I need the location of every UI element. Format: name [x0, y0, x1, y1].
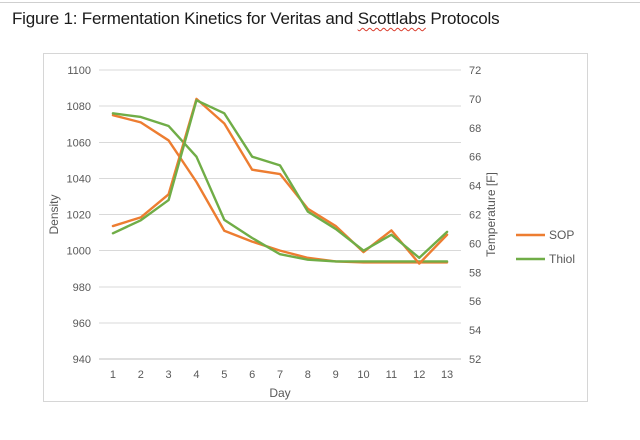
right-axis-tick-label: 52: [469, 354, 481, 366]
right-axis-tick-label: 68: [469, 123, 481, 135]
x-axis-tick-label: 7: [277, 369, 283, 381]
legend-item-thiol[interactable]: Thiol: [516, 252, 575, 266]
x-axis-tick-label: 1: [110, 369, 116, 381]
x-axis-tick-label: 5: [221, 369, 227, 381]
right-axis-tick-label: 70: [469, 94, 481, 106]
left-axis-tick-label: 980: [73, 282, 91, 294]
right-axis-tick-label: 54: [469, 325, 481, 337]
x-axis-tick-label: 8: [305, 369, 311, 381]
left-axis-title: Density: [47, 194, 61, 234]
x-axis-tick-label: 9: [333, 369, 339, 381]
x-axis-tick-label: 3: [166, 369, 172, 381]
chart-object[interactable]: 940 960 980 1000 1020 1040 1060 1080 1100 52 54 56 5…: [43, 53, 588, 402]
left-axis-tick-label: 1060: [67, 137, 91, 149]
window-top-border: [0, 2, 640, 3]
left-axis-tick-label: 1100: [67, 65, 91, 77]
series-thiol-temperature-line: [111, 99, 449, 260]
x-axis-tick-label: 12: [413, 369, 425, 381]
x-axis-tick-label: 6: [249, 369, 255, 381]
x-axis-tick-label: 2: [138, 369, 144, 381]
title-segment-suffix: Protocols: [425, 9, 500, 28]
x-axis-tick-label: 13: [441, 369, 453, 381]
right-axis-tick-label: 64: [469, 181, 481, 193]
right-axis-tick-label: 72: [469, 65, 481, 77]
x-axis-tick-label: 10: [357, 369, 369, 381]
legend-label-sop: SOP: [549, 228, 574, 242]
left-axis-tick-label: 1080: [67, 101, 91, 113]
right-axis-tick-label: 62: [469, 210, 481, 222]
misspelled-word: Scottlabs: [357, 9, 426, 28]
legend-item-sop[interactable]: SOP: [516, 228, 574, 242]
x-axis-title: Day: [269, 386, 290, 400]
series-sop-temperature-line: [111, 97, 449, 265]
series-thiol-density-line: [111, 112, 449, 263]
right-axis-title: Temperature [F]: [484, 172, 498, 257]
left-axis-tick-label: 960: [73, 318, 91, 330]
left-axis-tick-label: 1000: [67, 246, 91, 258]
right-axis-tick-label: 66: [469, 152, 481, 164]
page-title: Figure 1: Fermentation Kinetics for Veri…: [12, 9, 628, 29]
right-axis-tick-label: 56: [469, 296, 481, 308]
title-segment-prefix: Figure 1: Fermentation Kinetics for Veri…: [12, 9, 358, 28]
right-axis-tick-label: 58: [469, 267, 481, 279]
x-axis-tick-label: 11: [386, 369, 397, 381]
left-axis-tick-label: 940: [73, 354, 91, 366]
fermentation-kinetics-chart: 9409609801000102010401060108011005254565…: [47, 65, 575, 400]
x-axis-tick-label: 4: [193, 369, 199, 381]
left-axis-tick-label: 1040: [67, 173, 91, 185]
right-axis-tick-label: 60: [469, 238, 481, 250]
legend-label-thiol: Thiol: [549, 252, 575, 266]
left-axis-tick-label: 1020: [67, 210, 91, 222]
